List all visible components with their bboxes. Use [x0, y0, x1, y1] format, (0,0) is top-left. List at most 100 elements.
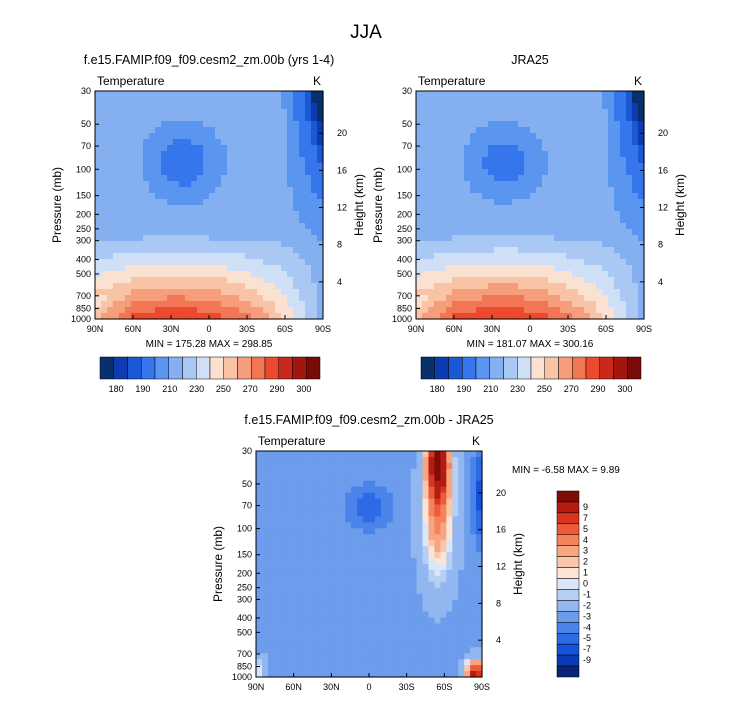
heatmap-cell — [470, 181, 477, 188]
heatmap-cell — [434, 97, 441, 104]
heatmap-cell — [602, 169, 609, 176]
heatmap-cell — [620, 133, 627, 140]
heatmap-cell — [351, 599, 358, 607]
heatmap-cell — [256, 462, 263, 470]
heatmap-cell — [476, 211, 483, 218]
heatmap-cell — [333, 546, 340, 553]
heatmap-cell — [572, 91, 579, 98]
heatmap-cell — [518, 283, 525, 290]
heatmap-cell — [452, 295, 459, 302]
heatmap-cell — [305, 169, 312, 176]
heatmap-cell — [530, 109, 537, 116]
heatmap-cell — [131, 265, 138, 272]
heatmap-cell — [476, 462, 483, 470]
heatmap-cell — [536, 151, 543, 158]
heatmap-cell — [101, 301, 108, 308]
heatmap-cell — [470, 133, 477, 140]
heatmap-cell — [221, 307, 228, 314]
heatmap-cell — [446, 534, 453, 541]
heatmap-cell — [452, 605, 459, 613]
heatmap-cell — [327, 451, 334, 458]
colorbar-label: -3 — [583, 611, 591, 621]
heatmap-cell — [626, 97, 633, 104]
heatmap-cell — [620, 265, 627, 272]
heatmap-cell — [542, 103, 549, 110]
heatmap-cell — [297, 546, 305, 553]
heatmap-cell — [476, 641, 483, 648]
heatmap-cell — [428, 259, 435, 266]
heatmap-cell — [446, 115, 453, 122]
heatmap-cell — [137, 289, 144, 296]
heatmap-cell — [333, 599, 340, 607]
heatmap-cell — [161, 301, 168, 308]
heatmap-cell — [333, 498, 340, 506]
heatmap-cell — [327, 605, 334, 613]
heatmap-cell — [494, 199, 501, 206]
heatmap-cell — [339, 516, 346, 523]
heatmap-cell — [245, 253, 252, 260]
colorbar-swatch — [196, 356, 211, 380]
heatmap-cell — [263, 307, 270, 314]
heatmap-cell — [398, 462, 406, 470]
heatmap-cell — [548, 97, 555, 104]
heatmap-cell — [464, 653, 471, 660]
heatmap-cell — [536, 97, 543, 104]
heatmap-cell — [101, 133, 108, 140]
heatmap-cell — [404, 611, 412, 619]
heatmap-cell — [287, 217, 294, 224]
heatmap-cell — [512, 115, 519, 122]
heatmap-cell — [398, 629, 406, 636]
heatmap-cell — [446, 641, 453, 648]
heatmap-cell — [410, 498, 418, 506]
heatmap-cell — [470, 271, 477, 278]
heatmap-cell — [285, 486, 293, 494]
heatmap-cell — [215, 193, 222, 200]
heatmap-cell — [245, 277, 252, 284]
heatmap-cell — [566, 187, 573, 194]
heatmap-cell — [357, 546, 364, 553]
heatmap-cell — [434, 217, 441, 224]
heatmap-cell — [458, 510, 465, 518]
heatmap-cell — [434, 241, 441, 248]
heatmap-cell — [566, 229, 573, 236]
heatmap-cell — [149, 283, 156, 290]
heatmap-cell — [317, 313, 324, 320]
heatmap-cell — [374, 492, 382, 500]
heatmap-cell — [95, 127, 102, 134]
heatmap-cell — [614, 289, 621, 296]
heatmap-cell — [560, 313, 567, 320]
heatmap-cell — [155, 241, 162, 248]
heatmap-cell — [560, 259, 567, 266]
heatmap-cell — [269, 109, 276, 116]
heatmap-cell — [494, 121, 501, 128]
heatmap-cell — [197, 259, 204, 266]
heatmap-cell — [285, 581, 293, 589]
heatmap-cell — [452, 504, 459, 512]
heatmap-cell — [351, 451, 358, 458]
heatmap-cell — [548, 151, 555, 158]
heatmap-cell — [167, 307, 174, 314]
heatmap-cell — [221, 151, 228, 158]
heatmap-cell — [596, 91, 603, 98]
heatmap-cell — [602, 301, 609, 308]
heatmap-cell — [309, 504, 317, 512]
heatmap-cell — [542, 253, 549, 260]
heatmap-cell — [131, 157, 138, 164]
heatmap-cell — [333, 629, 340, 636]
heatmap-cell — [161, 307, 168, 314]
heatmap-cell — [416, 605, 424, 613]
heatmap-cell — [428, 492, 436, 500]
heatmap-cell — [357, 617, 364, 625]
heatmap-cell — [317, 253, 324, 260]
heatmap-cell — [518, 187, 525, 194]
heatmap-cell — [440, 259, 447, 266]
heatmap-cell — [470, 492, 477, 500]
heatmap-cell — [245, 193, 252, 200]
heatmap-cell — [524, 175, 531, 182]
heatmap-cell — [203, 211, 210, 218]
heatmap-cell — [269, 133, 276, 140]
heatmap-cell — [227, 151, 234, 158]
heatmap-cell — [506, 127, 513, 134]
heatmap-cell — [327, 647, 334, 654]
heatmap-cell — [458, 605, 465, 613]
